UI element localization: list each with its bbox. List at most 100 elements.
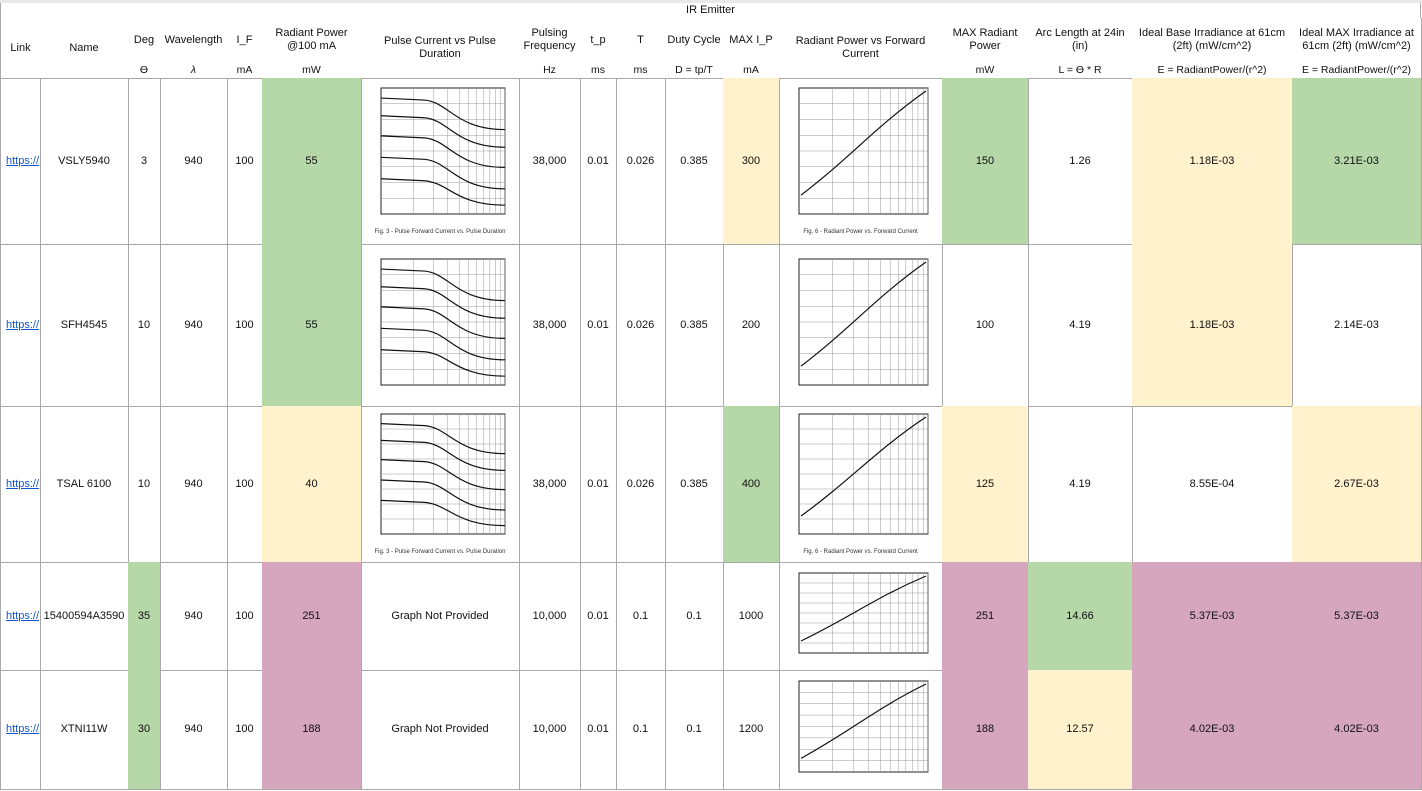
data-cell: 38,000 xyxy=(519,78,581,245)
plot-curve xyxy=(380,422,506,454)
link[interactable]: https:// xyxy=(6,318,40,331)
link[interactable]: https:// xyxy=(6,477,40,490)
link-cell: https:// xyxy=(0,78,41,245)
cell-value: 0.1 xyxy=(686,723,702,735)
data-cell: 0.1 xyxy=(665,670,724,790)
data-cell: 10 xyxy=(128,406,161,563)
data-cell: 0.026 xyxy=(616,406,666,563)
data-cell: 55 xyxy=(262,78,362,245)
cell-value: 38,000 xyxy=(532,477,567,490)
figure-caption: Fig. 6 - Radiant Power vs. Forward Curre… xyxy=(803,548,918,555)
data-cell: 4.02E-03 xyxy=(1292,670,1422,790)
figure-caption: Fig. 6 - Radiant Power vs. Forward Curre… xyxy=(803,228,918,235)
cell-value: 940 xyxy=(184,154,203,167)
title-text: IR Emitter xyxy=(686,4,735,16)
data-cell: TSAL 6100 xyxy=(40,406,129,563)
data-cell: 400 xyxy=(723,406,780,563)
top-strip xyxy=(0,0,1422,3)
plot-image xyxy=(380,258,506,386)
column-header: Name xyxy=(40,18,129,79)
link-cell: https:// xyxy=(0,562,41,671)
cell-value: 0.385 xyxy=(680,477,708,490)
cell-value: 40 xyxy=(305,477,318,490)
plot-image xyxy=(798,87,929,214)
data-cell: 100 xyxy=(227,244,263,407)
header-label: t_p xyxy=(590,33,606,46)
data-cell: 0.385 xyxy=(665,244,724,407)
cell-value: 3.21E-03 xyxy=(1334,154,1379,167)
column-header: MAX Radiant Power xyxy=(942,18,1029,63)
data-cell: 0.1 xyxy=(665,562,724,671)
column-header: Deg xyxy=(128,18,161,63)
header-label: Wavelength xyxy=(164,33,223,46)
header-label: Radiant Power @100 mA xyxy=(275,27,348,52)
column-unit: mA xyxy=(723,62,780,79)
data-cell: 100 xyxy=(942,244,1029,407)
data-cell: 1200 xyxy=(723,670,780,790)
data-cell: 3 xyxy=(128,78,161,245)
cell-value: 251 xyxy=(302,609,321,622)
plot-curve xyxy=(380,327,506,361)
sheet-title: IR Emitter xyxy=(0,3,1421,19)
data-cell: 188 xyxy=(262,670,362,790)
cell-value: 14.66 xyxy=(1066,609,1094,622)
cell-value: XTNI11W xyxy=(60,723,108,735)
cell-value: 5.37E-03 xyxy=(1189,609,1235,622)
header-label: I_F xyxy=(236,33,253,46)
cell-value: 2.67E-03 xyxy=(1334,477,1379,490)
cell-value: 0.01 xyxy=(587,723,609,735)
column-unit: D = tp/T xyxy=(665,62,724,79)
data-cell: Graph Not Provided xyxy=(361,670,520,790)
link[interactable]: https:// xyxy=(6,723,40,735)
cell-value: 35 xyxy=(137,609,151,622)
column-unit: L = ϴ * R xyxy=(1028,62,1133,79)
plot-image xyxy=(798,680,929,773)
figure-caption: Fig. 3 - Pulse Forward Current vs. Pulse… xyxy=(374,548,506,555)
data-cell: 8.55E-04 xyxy=(1132,406,1293,563)
cell-value: 1.18E-03 xyxy=(1189,318,1235,331)
column-header: Ideal MAX Irradiance at 61cm (2ft) (mW/c… xyxy=(1292,18,1422,63)
cell-value: 100 xyxy=(235,723,254,735)
unit-label: mW xyxy=(302,63,321,76)
plot-curve xyxy=(800,261,927,367)
data-cell: 0.385 xyxy=(665,78,724,245)
cell-value: 2.14E-03 xyxy=(1334,318,1379,331)
data-cell: 100 xyxy=(227,670,263,790)
data-cell: 10,000 xyxy=(519,670,581,790)
data-cell: 15400594A3590 xyxy=(40,562,129,671)
figure-cell: Fig. 3 - Pulse Forward Current vs. Pulse… xyxy=(361,406,520,563)
cell-value: 10,000 xyxy=(532,609,567,622)
figure-caption: Fig. 3 - Pulse Forward Current vs. Pulse… xyxy=(374,228,506,235)
cell-value: 4.19 xyxy=(1069,318,1091,331)
plot-curve xyxy=(380,156,506,189)
unit-label: Hz xyxy=(543,63,556,76)
column-unit: mA xyxy=(227,62,263,79)
cell-value: 12.57 xyxy=(1066,723,1094,735)
plot-curve xyxy=(800,575,927,642)
data-cell: 4.19 xyxy=(1028,244,1133,407)
plot-image xyxy=(380,87,506,214)
plot-image xyxy=(380,413,506,534)
data-cell: 150 xyxy=(942,78,1029,245)
data-cell: 300 xyxy=(723,78,780,245)
column-header: Duty Cycle xyxy=(665,18,724,63)
data-cell: 0.026 xyxy=(616,78,666,245)
figure-cell xyxy=(361,244,520,407)
plot-curve xyxy=(380,114,506,148)
cell-value: 4.02E-03 xyxy=(1189,723,1235,735)
data-cell: 200 xyxy=(723,244,780,407)
plot-curve xyxy=(800,683,927,759)
data-cell: 1.26 xyxy=(1028,78,1133,245)
cell-value: 940 xyxy=(184,318,203,331)
link-cell: https:// xyxy=(0,406,41,563)
data-cell: 1000 xyxy=(723,562,780,671)
figure-cell xyxy=(779,244,943,407)
link[interactable]: https:// xyxy=(6,609,40,622)
figure-cell: Fig. 6 - Radiant Power vs. Forward Curre… xyxy=(779,78,943,245)
data-cell: SFH4545 xyxy=(40,244,129,407)
data-cell: 40 xyxy=(262,406,362,563)
link[interactable]: https:// xyxy=(6,154,40,167)
data-cell: 188 xyxy=(942,670,1029,790)
unit-label: mA xyxy=(743,63,759,76)
cell-value: 0.1 xyxy=(632,609,649,622)
